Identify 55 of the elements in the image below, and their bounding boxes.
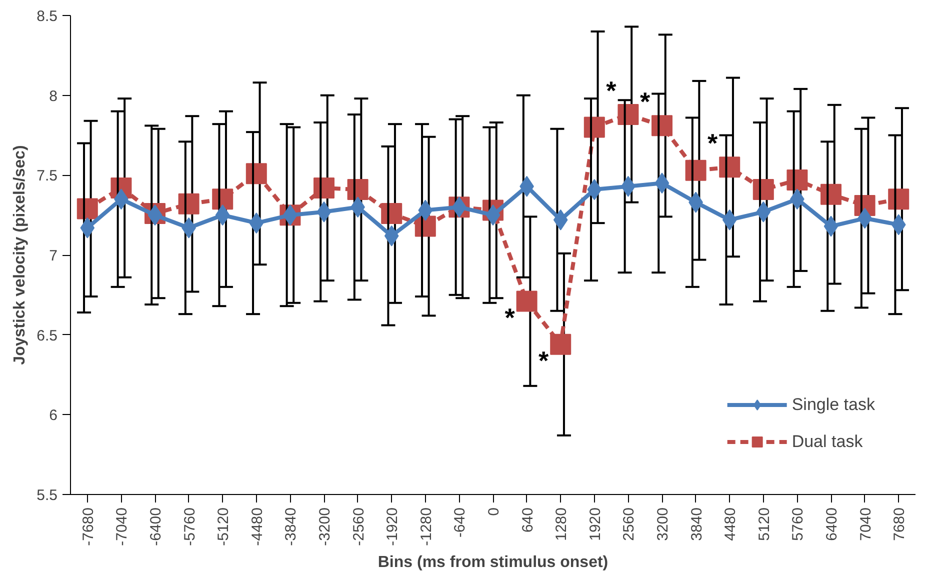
x-tick-label: 5760 <box>790 507 807 541</box>
x-tick-label: 6400 <box>824 507 840 541</box>
annotation: * <box>708 128 719 158</box>
point <box>246 163 267 184</box>
point <box>820 184 842 205</box>
x-tick-label: 1280 <box>553 507 570 541</box>
x-axis-title: Bins (ms from stimulus onset) <box>378 554 608 571</box>
annotation: * <box>640 86 651 117</box>
y-tick-label: 8.5 <box>36 8 58 25</box>
point <box>719 156 740 178</box>
y-axis-title: Joystick velocity (pixels/sec) <box>12 145 29 365</box>
y-tick-label: 5.5 <box>36 487 58 504</box>
x-tick-label: -2560 <box>350 507 368 546</box>
point <box>652 115 672 136</box>
point <box>618 104 639 125</box>
point <box>381 202 402 224</box>
annotation: * <box>504 302 516 332</box>
x-tick-label: 3200 <box>654 507 672 541</box>
legend-label: Dual task <box>792 432 863 452</box>
x-tick-label: 2560 <box>620 507 638 541</box>
y-tick-label: 6 <box>49 407 58 424</box>
x-tick-label: -1280 <box>418 507 435 546</box>
y-tick-label: 7 <box>49 248 58 264</box>
point <box>314 177 334 198</box>
point <box>584 116 605 138</box>
x-tick-label: -5120 <box>215 507 232 546</box>
x-tick-label: -6400 <box>148 507 164 546</box>
x-tick-label: -7040 <box>114 507 131 546</box>
y-tick-label: 6.5 <box>36 327 58 344</box>
x-tick-label: 7680 <box>891 507 908 541</box>
x-tick-label: -5760 <box>181 507 198 546</box>
y-tick-label: 8 <box>49 88 58 105</box>
point <box>516 290 538 312</box>
x-tick-label: -640 <box>452 507 469 538</box>
annotation: * <box>538 345 550 376</box>
x-tick-label: -1920 <box>384 507 402 546</box>
x-tick-label: 7040 <box>857 507 874 541</box>
x-tick-label: 0 <box>486 508 502 516</box>
x-tick-label: -3840 <box>282 507 300 546</box>
point <box>550 334 572 355</box>
x-tick-label: -4480 <box>248 507 266 546</box>
point <box>685 160 706 181</box>
point <box>888 188 910 210</box>
x-tick-label: 1920 <box>586 507 604 541</box>
annotation: * <box>606 75 618 106</box>
x-tick-label: 4480 <box>722 507 740 541</box>
x-tick-label: 5120 <box>756 507 773 541</box>
point <box>178 193 200 214</box>
x-tick-label: -7680 <box>80 507 97 546</box>
x-tick-label: 640 <box>519 507 536 533</box>
y-tick-label: 7.5 <box>36 168 58 185</box>
point <box>752 179 774 200</box>
legend-label: Single task <box>792 394 875 414</box>
x-tick-label: 3840 <box>688 507 706 541</box>
x-tick-label: -3200 <box>316 507 334 546</box>
